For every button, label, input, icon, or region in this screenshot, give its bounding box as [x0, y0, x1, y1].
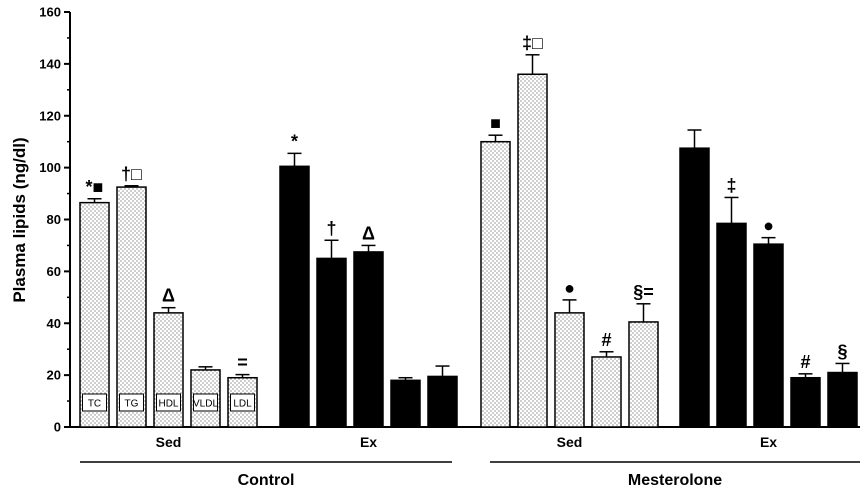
significance-marker: ■ [490, 113, 501, 133]
significance-marker: Δ [362, 223, 375, 243]
significance-marker: ‡□ [522, 33, 543, 53]
significance-marker: † [326, 218, 336, 238]
significance-marker: §= [633, 282, 654, 302]
bar [679, 147, 710, 428]
bar [716, 222, 747, 428]
bar-label-box [193, 393, 218, 412]
bar-label-box [156, 393, 181, 412]
bar [480, 140, 511, 428]
bar [517, 73, 548, 428]
significance-marker: Δ [162, 286, 175, 306]
group-label: Sed [557, 434, 583, 450]
bar [827, 371, 858, 428]
significance-marker: ● [564, 278, 575, 298]
significance-marker: § [837, 341, 847, 361]
bar [628, 321, 659, 428]
y-tick-label: 0 [54, 420, 61, 435]
bar [353, 251, 384, 428]
y-tick-label: 80 [47, 212, 61, 227]
bar [554, 312, 585, 428]
significance-marker: ● [763, 216, 774, 236]
y-tick-label: 120 [39, 108, 61, 123]
bar [427, 375, 458, 428]
bar-label: TG [125, 399, 139, 410]
group-labels: Sed Ex Sed Ex Control Mesterolone [80, 434, 860, 489]
significance-marker: * [291, 131, 298, 151]
y-tick-label: 60 [47, 264, 61, 279]
bar-label-box [119, 393, 144, 412]
significance-marker: # [601, 330, 611, 350]
y-tick-label: 140 [39, 56, 61, 71]
bar [79, 201, 110, 428]
y-tick-label: 40 [47, 316, 61, 331]
y-tick-label: 100 [39, 160, 61, 175]
group-label: Ex [360, 434, 377, 450]
bar-label: LDL [233, 399, 252, 410]
bar [390, 379, 421, 428]
y-axis-title: Plasma lipids (ng/dl) [10, 137, 29, 302]
significance-marker: †□ [121, 164, 142, 184]
bar [753, 243, 784, 428]
y-tick-label: 160 [39, 5, 61, 20]
bar [790, 376, 821, 428]
bar [591, 356, 622, 428]
significance-marker: # [800, 352, 810, 372]
group-label: Ex [760, 434, 777, 450]
bar-label: HDL [158, 399, 178, 410]
bar-label-box [230, 393, 255, 412]
treatment-label: Control [238, 472, 295, 489]
bar-label-box [82, 393, 107, 412]
bar-label: TC [88, 399, 101, 410]
bars-layer: *■ TC †□ TG Δ HDL VLDL = LDL * † Δ ■ ‡□ ● # §= ‡ ● # § [79, 33, 858, 428]
bar-label: VLDL [193, 399, 218, 410]
treatment-label: Mesterolone [628, 472, 722, 489]
bar [279, 165, 310, 428]
significance-marker: = [237, 353, 248, 373]
significance-marker: *■ [86, 177, 104, 197]
group-label: Sed [156, 434, 182, 450]
significance-marker: ‡ [726, 175, 736, 195]
y-tick-label: 20 [47, 368, 61, 383]
bar [316, 257, 347, 428]
bar [116, 186, 147, 428]
